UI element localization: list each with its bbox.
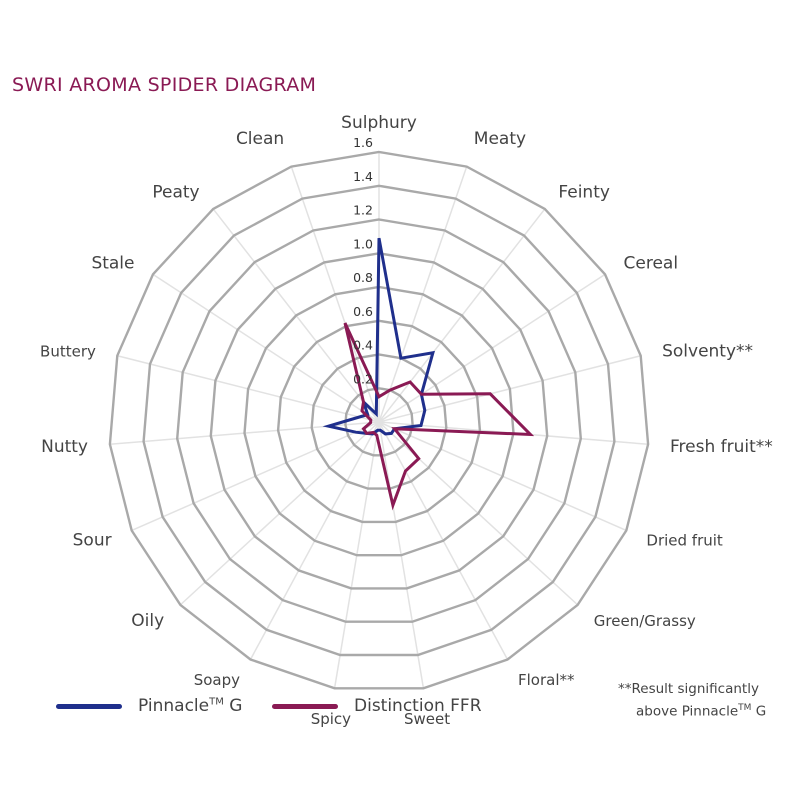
series-line xyxy=(343,322,535,511)
tick-label: 1.0 xyxy=(353,236,373,251)
axis-label: Meaty xyxy=(474,129,526,149)
legend-label-pinnacle: PinnacleTM G xyxy=(138,696,243,716)
tick-label: 0.4 xyxy=(353,338,373,353)
axis-label: Buttery xyxy=(40,342,96,360)
grid-ring xyxy=(344,387,414,457)
grid-ring xyxy=(276,319,482,524)
axis-label: Clean xyxy=(236,129,284,149)
axis-label: Spicy xyxy=(311,710,351,728)
axis-label: Green/Grassy xyxy=(594,612,696,630)
legend-item-distinction: Distinction FFR xyxy=(272,696,482,716)
axis-label: Peaty xyxy=(152,183,199,203)
grid-ring xyxy=(108,150,650,690)
grid-ring xyxy=(142,184,616,657)
footnote-line-2: above PinnacleTM G xyxy=(636,703,767,720)
axis-label: Sour xyxy=(73,530,112,550)
axis-label: Floral** xyxy=(518,671,575,689)
legend-swatch-distinction xyxy=(272,703,338,709)
tick-label: 0.8 xyxy=(353,270,373,285)
axis-label: Dried fruit xyxy=(646,531,723,549)
axis-label: Fresh fruit** xyxy=(670,437,773,457)
axis-label: Cereal xyxy=(624,253,679,273)
axis-label: Feinty xyxy=(558,183,610,203)
grid-ring xyxy=(175,218,583,623)
grid-ring xyxy=(310,353,448,490)
legend-item-pinnacle: PinnacleTM G xyxy=(56,696,242,716)
footnote: **Result significantly above PinnacleTM … xyxy=(618,680,766,722)
axis-label: Oily xyxy=(131,611,164,631)
grid-ring xyxy=(209,252,549,590)
axis-label: Soapy xyxy=(194,671,240,689)
axis-label: Stale xyxy=(91,253,134,273)
tick-labels: 0.2 0.4 0.6 0.8 1.0 1.2 1.4 1.6 xyxy=(353,135,373,386)
axis-label: Solventy** xyxy=(662,341,753,361)
series-layer xyxy=(322,237,535,511)
axis-label: Sulphury xyxy=(341,113,417,133)
grid xyxy=(108,150,650,690)
legend-label-distinction: Distinction FFR xyxy=(354,696,482,716)
tick-label: 1.6 xyxy=(353,135,373,150)
axis-labels: Sulphury Meaty Feinty Cereal Solventy** Fresh… xyxy=(40,113,773,728)
axis-label: Sweet xyxy=(404,710,450,728)
tick-label: 0.2 xyxy=(353,371,373,386)
grid-ring xyxy=(243,285,515,557)
footnote-line-1: **Result significantly xyxy=(618,681,759,697)
tick-label: 0.6 xyxy=(353,304,373,319)
tick-label: 1.4 xyxy=(353,169,373,184)
series-line xyxy=(322,237,435,436)
chart-title: SWRI AROMA SPIDER DIAGRAM xyxy=(12,74,317,96)
tick-label: 1.2 xyxy=(353,203,373,218)
legend-swatch-pinnacle xyxy=(56,703,122,709)
axis-label: Nutty xyxy=(41,437,88,457)
